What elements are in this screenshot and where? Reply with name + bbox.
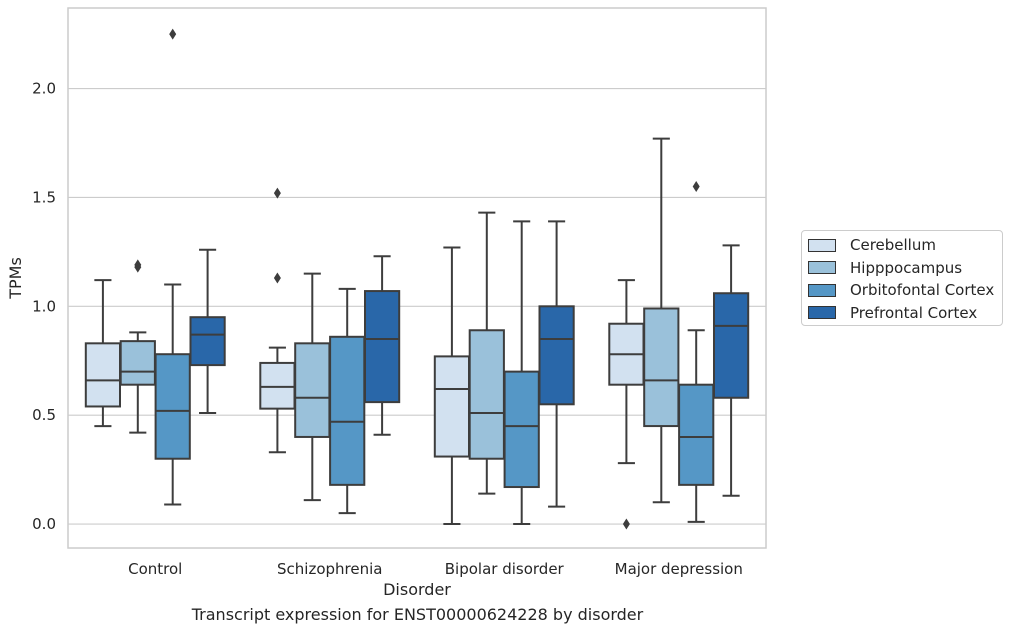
legend-swatch — [808, 238, 836, 252]
legend: Cerebellum Hipppocampus Orbitofontal Corte… — [801, 230, 1003, 326]
box — [154, 353, 191, 460]
legend-label: Orbitofontal Cortex — [850, 281, 995, 299]
x-axis-label: Disorder — [383, 580, 451, 599]
y-tick-label: 0.5 — [32, 406, 56, 424]
box — [678, 383, 715, 486]
outlier-point — [692, 181, 700, 193]
legend-label: Hipppocampus — [850, 258, 963, 277]
box — [712, 292, 750, 399]
box — [503, 370, 540, 489]
box — [363, 290, 401, 404]
y-tick-label: 0.0 — [32, 515, 56, 533]
box — [84, 342, 122, 408]
box — [294, 342, 331, 438]
box — [468, 329, 505, 460]
y-tick-label: 1.5 — [32, 188, 56, 206]
box — [643, 307, 680, 428]
legend-item: Prefrontal Cortex — [808, 303, 977, 323]
x-tick-label: Bipolar disorder — [445, 560, 565, 578]
box-series — [84, 28, 750, 530]
legend-label: Cerebellum — [850, 236, 936, 254]
box — [259, 361, 296, 410]
y-axis-label: TPMs — [6, 257, 25, 300]
x-tick-label: Major depression — [615, 560, 743, 578]
figure-caption: Transcript expression for ENST0000062422… — [191, 605, 644, 624]
legend-item: Hipppocampus — [808, 258, 962, 278]
outlier-point — [134, 259, 142, 271]
box — [189, 316, 226, 367]
x-axis-ticks: Control Schizophrenia Bipolar disorder Majo… — [128, 560, 743, 578]
plot-frame — [67, 7, 767, 549]
legend-swatch — [808, 261, 836, 274]
outlier-point — [169, 28, 177, 40]
y-axis-ticks: 0.0 0.5 1.0 1.5 2.0 — [32, 80, 56, 533]
legend-item: Orbitofontal Cortex — [808, 280, 994, 300]
box — [119, 340, 156, 386]
legend-swatch — [808, 283, 836, 297]
box — [433, 355, 471, 458]
x-tick-label: Control — [128, 560, 182, 578]
legend-swatch — [808, 306, 836, 319]
y-tick-label: 1.0 — [32, 297, 56, 315]
legend-item: Cerebellum — [808, 235, 936, 255]
outlier-point — [273, 272, 281, 284]
box — [538, 305, 575, 406]
outlier-point — [622, 518, 630, 530]
x-tick-label: Schizophrenia — [277, 560, 382, 578]
y-tick-label: 2.0 — [32, 80, 56, 98]
box — [329, 335, 366, 486]
legend-label: Prefrontal Cortex — [850, 303, 978, 322]
outlier-point — [273, 187, 281, 199]
